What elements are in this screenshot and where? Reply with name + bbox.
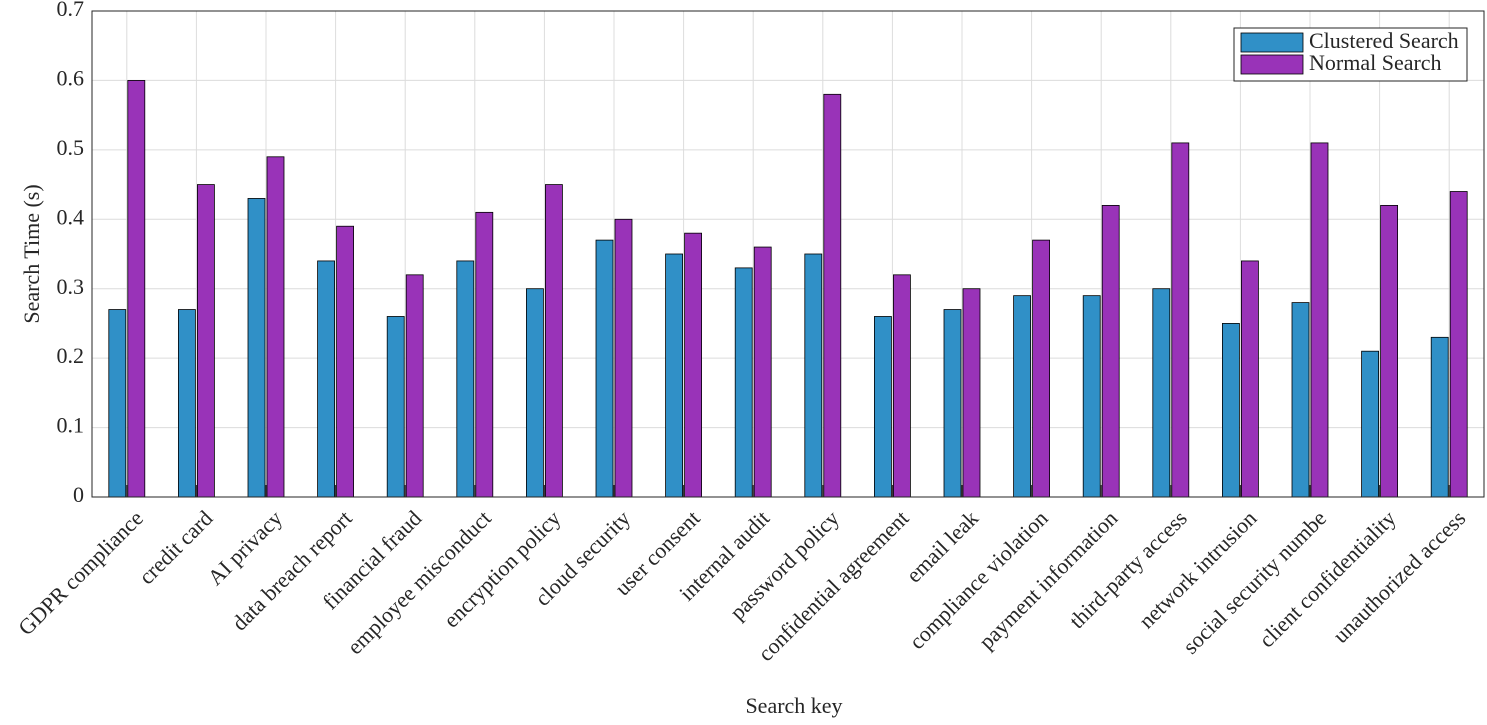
bar bbox=[405, 274, 424, 498]
bar bbox=[823, 93, 842, 498]
y-tick-label: 0.5 bbox=[57, 135, 85, 160]
bar bbox=[545, 184, 563, 498]
bar bbox=[874, 316, 892, 498]
y-tick-label: 0.4 bbox=[57, 204, 85, 229]
x-tick-label: encryption policy bbox=[439, 505, 566, 632]
bar bbox=[1082, 295, 1101, 498]
bar bbox=[1310, 142, 1329, 498]
y-tick-label: 0.2 bbox=[57, 343, 85, 368]
bar bbox=[684, 232, 702, 498]
bar bbox=[1013, 295, 1031, 498]
bar bbox=[1291, 302, 1310, 498]
bar bbox=[1152, 288, 1171, 498]
bar bbox=[734, 267, 753, 498]
bar bbox=[614, 218, 633, 498]
legend-label: Clustered Search bbox=[1309, 28, 1459, 53]
bar bbox=[108, 309, 127, 498]
bar bbox=[336, 225, 355, 498]
bar bbox=[1032, 239, 1050, 498]
bar bbox=[456, 260, 475, 498]
bar bbox=[526, 288, 544, 498]
bar bbox=[317, 260, 336, 498]
x-tick-label: third-party access bbox=[1064, 505, 1192, 633]
y-tick-label: 0 bbox=[73, 482, 84, 507]
bar bbox=[247, 198, 266, 498]
legend-swatch bbox=[1240, 32, 1304, 53]
plot-frame bbox=[91, 10, 1485, 498]
bar bbox=[962, 288, 981, 498]
bar bbox=[753, 246, 772, 498]
bar bbox=[177, 309, 196, 498]
bar bbox=[1222, 323, 1240, 498]
x-tick-label: data breach report bbox=[227, 505, 357, 635]
bar bbox=[1430, 336, 1449, 498]
x-tick-label: unauthorized access bbox=[1328, 505, 1471, 648]
legend-swatch bbox=[1240, 54, 1304, 75]
y-axis-label: Search Time (s) bbox=[19, 184, 44, 323]
x-tick-label: credit card bbox=[134, 505, 218, 589]
y-tick-label: 0.3 bbox=[57, 274, 85, 299]
bar bbox=[1380, 204, 1398, 498]
bar bbox=[196, 184, 215, 498]
bar bbox=[266, 156, 285, 498]
x-tick-label: GDPR compliance bbox=[13, 505, 148, 640]
bar bbox=[943, 309, 962, 498]
x-tick-label: network intrusion bbox=[1134, 505, 1262, 633]
bar bbox=[595, 239, 614, 498]
bar bbox=[665, 253, 683, 498]
bar bbox=[1449, 191, 1468, 498]
bar bbox=[1241, 260, 1259, 498]
x-axis-label: Search key bbox=[745, 693, 842, 718]
y-tick-label: 0.6 bbox=[57, 65, 85, 90]
bar bbox=[475, 211, 494, 498]
legend-label: Normal Search bbox=[1309, 50, 1442, 75]
bar bbox=[386, 316, 405, 498]
bar bbox=[804, 253, 823, 498]
y-tick-label: 0.1 bbox=[57, 413, 85, 438]
bar bbox=[1171, 142, 1190, 498]
bar bbox=[127, 80, 146, 498]
bar bbox=[1361, 350, 1379, 498]
bar bbox=[1101, 204, 1120, 498]
y-tick-label: 0.7 bbox=[57, 0, 85, 21]
bar bbox=[893, 274, 911, 498]
